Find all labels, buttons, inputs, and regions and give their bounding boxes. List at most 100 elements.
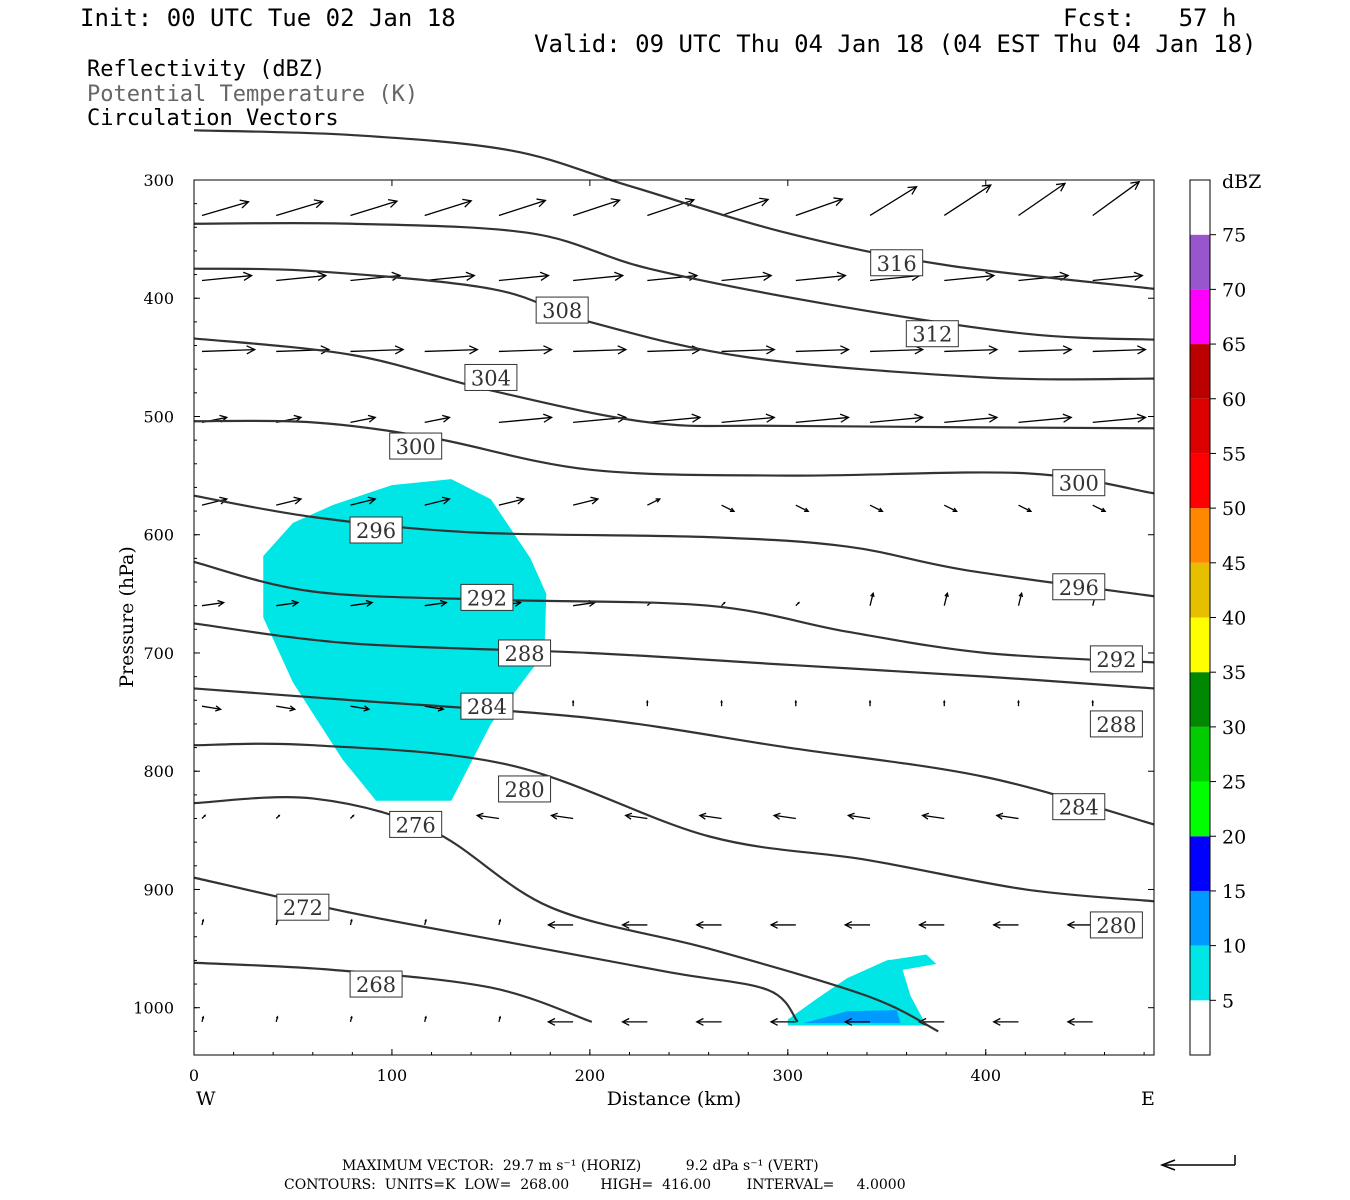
circulation-vector	[721, 413, 776, 424]
reflectivity-layer	[263, 479, 937, 1026]
circulation-vector	[573, 345, 628, 355]
x-axis-east-label: E	[1141, 1088, 1155, 1110]
contour-label-text: 316	[877, 252, 917, 276]
contour-label-292: 292	[460, 583, 514, 611]
circulation-vector	[621, 1017, 648, 1026]
contour-label-text: 296	[356, 519, 396, 543]
circulation-vector	[573, 271, 625, 282]
circulation-vector	[201, 271, 254, 282]
circulation-vector	[201, 599, 226, 607]
circulation-vector	[275, 1015, 279, 1023]
footer-contour-info: CONTOURS: UNITS=K LOW= 268.00 HIGH= 416.…	[284, 1177, 906, 1193]
circulation-vector	[1018, 413, 1073, 424]
circulation-vector	[349, 918, 353, 926]
circulation-vector	[769, 1017, 796, 1026]
circulation-vector	[424, 918, 427, 926]
colorbar-segment	[1190, 890, 1210, 946]
colorbar-label: 70	[1222, 279, 1246, 301]
contour-label-text: 272	[283, 896, 323, 920]
circulation-vector	[498, 413, 554, 424]
colorbar-segment	[1190, 726, 1210, 782]
contour-label-280: 280	[1089, 911, 1143, 939]
x-tick-label: 300	[773, 1066, 804, 1085]
colorbar-label: 20	[1222, 826, 1246, 848]
circulation-vector	[424, 271, 476, 282]
circulation-vector	[795, 601, 800, 607]
circulation-vector	[624, 812, 648, 820]
forecast-hour: Fcst: 57 h	[1063, 4, 1237, 32]
circulation-vector	[943, 504, 958, 513]
contour-line-304	[193, 337, 1155, 430]
circulation-vector	[424, 1015, 427, 1023]
circulation-vector	[276, 496, 303, 506]
contour-label-text: 296	[1059, 576, 1099, 600]
circulation-vector	[1018, 182, 1067, 217]
contour-label-text: 284	[467, 695, 507, 719]
contour-line-280	[193, 742, 1155, 903]
circulation-vector	[769, 920, 796, 929]
colorbar-segment	[1190, 562, 1210, 618]
y-tick-label: 300	[143, 171, 174, 190]
y-tick-label: 700	[143, 644, 174, 663]
contour-label-284: 284	[1052, 793, 1106, 821]
circulation-vector	[943, 699, 946, 707]
circulation-vector	[843, 1017, 871, 1026]
circulation-vector	[1092, 271, 1144, 282]
contour-label-304: 304	[464, 363, 518, 391]
circulation-vector	[424, 599, 448, 607]
legend-reflectivity: Reflectivity (dBZ)	[87, 57, 326, 82]
circulation-vector	[424, 345, 479, 355]
circulation-vector	[992, 920, 1019, 929]
circulation-vector	[695, 1017, 722, 1026]
colorbar-label: 55	[1222, 443, 1246, 465]
circulation-vector	[944, 271, 996, 282]
circulation-vector	[350, 198, 399, 217]
circulation-vector	[869, 413, 925, 424]
reflectivity-area-5dbz	[263, 479, 547, 801]
circulation-vector	[498, 345, 554, 355]
x-tick-label: 400	[970, 1066, 1001, 1085]
contour-label-284: 284	[460, 692, 514, 720]
colorbar-segment	[1190, 398, 1210, 454]
circulation-vector	[869, 185, 918, 217]
y-axis-title: Pressure (hPa)	[116, 546, 138, 688]
circulation-vector	[350, 345, 405, 355]
circulation-vector	[498, 1015, 502, 1023]
circulation-vector	[795, 271, 847, 282]
circulation-vector	[695, 920, 722, 929]
circulation-vector	[275, 814, 281, 819]
contour-label-text: 276	[396, 813, 436, 837]
colorbar-label: 75	[1222, 225, 1246, 247]
circulation-vector	[1018, 504, 1033, 513]
contour-label-text: 312	[912, 323, 952, 347]
circulation-vector	[868, 699, 872, 707]
colorbar-label: 30	[1222, 717, 1246, 739]
circulation-vector	[201, 345, 257, 355]
reflectivity-area-5dbz	[787, 954, 937, 1026]
x-axis-west-label: W	[196, 1088, 216, 1110]
circulation-vector	[275, 918, 279, 926]
contour-line-300	[193, 419, 1155, 495]
legend-potential-temperature: Potential Temperature (K)	[87, 82, 419, 107]
circulation-vector	[550, 812, 574, 820]
circulation-vector	[621, 920, 648, 929]
contour-label-text: 292	[467, 586, 507, 610]
contour-label-288: 288	[498, 639, 552, 667]
contour-label-text: 280	[1096, 914, 1136, 938]
contour-label-text: 288	[505, 642, 545, 666]
colorbar-label: 65	[1222, 334, 1246, 356]
circulation-vector	[795, 197, 844, 217]
colorbar-segment	[1190, 945, 1210, 1001]
circulation-vector	[794, 699, 798, 707]
contour-label-text: 292	[1096, 648, 1136, 672]
circulation-vector	[772, 812, 796, 820]
colorbar-title: dBZ	[1222, 171, 1261, 193]
circulation-vector	[498, 496, 526, 506]
circulation-vector	[498, 198, 547, 217]
circulation-vector	[424, 198, 473, 217]
y-tick-label: 800	[143, 762, 174, 781]
contour-label-300: 300	[389, 432, 443, 460]
colorbar-segment	[1190, 234, 1210, 290]
circulation-vector	[1092, 180, 1141, 216]
